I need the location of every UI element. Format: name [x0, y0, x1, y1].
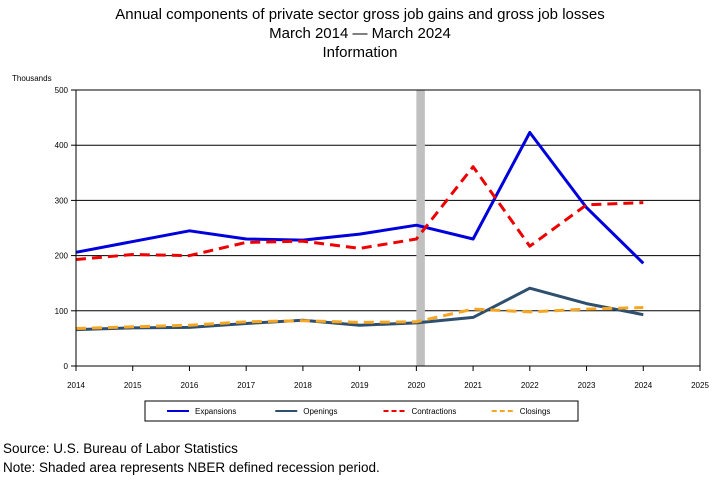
- recession-shade: [416, 90, 425, 366]
- y-axis-label: Thousands: [12, 74, 52, 83]
- note-text: Note: Shaded area represents NBER define…: [3, 460, 380, 475]
- y-tick-label-400: 400: [55, 141, 69, 150]
- plot-frame: [75, 89, 701, 367]
- legend-box: [144, 400, 579, 422]
- y-tick-label-200: 200: [55, 252, 69, 261]
- x-tick-label-2024: 2024: [634, 381, 652, 390]
- series-line-expansions: [75, 131, 645, 265]
- x-tick-label-2022: 2022: [521, 381, 539, 390]
- legend: Expansions Openings Contractions Closings: [144, 400, 579, 422]
- x-tick-label-2025: 2025: [691, 381, 709, 390]
- source-text: Source: U.S. Bureau of Labor Statistics: [3, 441, 238, 456]
- recession-band: [416, 90, 425, 366]
- x-tick-label-2014: 2014: [67, 381, 85, 390]
- x-tick-label-2015: 2015: [124, 381, 142, 390]
- x-tick-label-2020: 2020: [407, 381, 425, 390]
- x-tick-label-2019: 2019: [351, 381, 369, 390]
- y-tick-label-0: 0: [64, 362, 69, 371]
- x-tick-label-2018: 2018: [294, 381, 312, 390]
- legend-label-contractions: Contractions: [412, 407, 457, 416]
- series-line-contractions: [75, 165, 644, 261]
- x-tick-label-2023: 2023: [578, 381, 596, 390]
- chart-titles: Annual components of private sector gros…: [0, 5, 720, 62]
- x-tick-label-2021: 2021: [464, 381, 482, 390]
- chart-subtitle-industry: Information: [322, 44, 398, 61]
- x-tick-label-2016: 2016: [181, 381, 199, 390]
- chart-subtitle-period: March 2014 — March 2024: [269, 25, 451, 42]
- y-tick-label-300: 300: [55, 196, 69, 205]
- series-line-openings: [75, 286, 644, 332]
- legend-label-closings: Closings: [520, 407, 551, 416]
- y-tick-label-500: 500: [55, 86, 69, 95]
- series-lines: [75, 131, 645, 332]
- x-tick-label-2017: 2017: [237, 381, 255, 390]
- y-tick-label-100: 100: [55, 307, 69, 316]
- legend-label-expansions: Expansions: [195, 407, 236, 416]
- axes: 0 100 200 300 400 500 2014 2015 2016 2017 2018 2019…: [55, 86, 710, 390]
- legend-label-openings: Openings: [303, 407, 337, 416]
- chart-title: Annual components of private sector gros…: [115, 6, 605, 23]
